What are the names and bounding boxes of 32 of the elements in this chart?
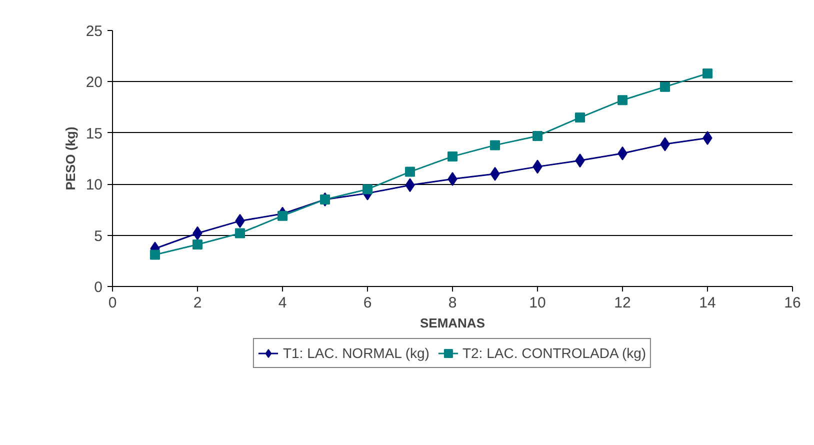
- point: [490, 140, 500, 150]
- x-tick-label: 14: [699, 294, 716, 312]
- x-tick-label: 0: [108, 294, 117, 312]
- legend-label: T1: LAC. NORMAL (kg): [282, 345, 430, 361]
- x-tick-label: 4: [278, 294, 287, 312]
- x-tick-label: 12: [614, 294, 631, 312]
- x-tick-label: 16: [784, 294, 801, 312]
- point: [618, 95, 628, 106]
- point: [278, 210, 288, 221]
- y-tick-label: 10: [86, 176, 103, 194]
- point: [192, 240, 202, 250]
- point: [575, 112, 585, 123]
- point: [150, 250, 160, 260]
- point: [405, 166, 415, 177]
- y-tick-label: 25: [86, 23, 103, 40]
- x-tick-label: 10: [529, 294, 546, 312]
- y-tick-label: 5: [94, 228, 102, 245]
- x-tick-label: 8: [448, 294, 457, 312]
- legend-label: T2: LAC. CONTROLADA (kg): [462, 345, 646, 361]
- point: [448, 151, 458, 162]
- y-tick-label: 0: [94, 279, 102, 296]
- point: [532, 130, 542, 141]
- point: [362, 184, 372, 194]
- x-tick-label: 2: [193, 294, 202, 312]
- point: [235, 228, 245, 238]
- point: [660, 82, 670, 92]
- x-axis-title: SEMANAS: [420, 316, 486, 330]
- y-tick-label: 15: [86, 125, 103, 142]
- y-axis-title: PESO (kg): [62, 126, 78, 190]
- y-tick-label: 20: [86, 74, 103, 92]
- x-tick-label: 6: [363, 294, 372, 312]
- point: [702, 68, 712, 79]
